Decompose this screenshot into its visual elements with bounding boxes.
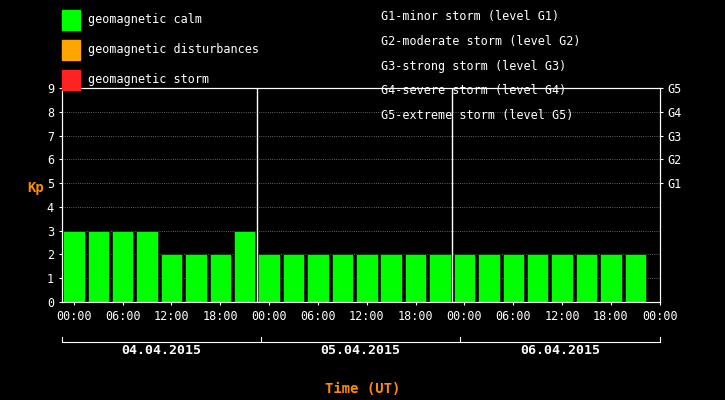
Bar [136,231,158,302]
Bar [356,254,378,302]
Bar [258,254,280,302]
Bar [478,254,500,302]
Bar [576,254,597,302]
Bar [381,254,402,302]
Text: Time (UT): Time (UT) [325,382,400,396]
Bar [429,254,451,302]
Bar [502,254,524,302]
Bar [454,254,475,302]
Text: 06.04.2015: 06.04.2015 [520,344,600,357]
Bar [63,231,85,302]
Bar [283,254,304,302]
Text: geomagnetic disturbances: geomagnetic disturbances [88,44,260,56]
Bar [600,254,621,302]
Bar [88,231,109,302]
Text: G3-strong storm (level G3): G3-strong storm (level G3) [381,60,566,73]
Bar [112,231,133,302]
Bar [527,254,548,302]
Text: 04.04.2015: 04.04.2015 [121,344,202,357]
Bar [161,254,182,302]
Y-axis label: Kp: Kp [28,181,44,195]
Bar [185,254,207,302]
Text: G2-moderate storm (level G2): G2-moderate storm (level G2) [381,35,580,48]
Text: G4-severe storm (level G4): G4-severe storm (level G4) [381,84,566,98]
Text: 05.04.2015: 05.04.2015 [320,344,401,357]
Bar [331,254,353,302]
Text: G1-minor storm (level G1): G1-minor storm (level G1) [381,10,559,23]
Bar [210,254,231,302]
Text: geomagnetic storm: geomagnetic storm [88,74,210,86]
Text: geomagnetic calm: geomagnetic calm [88,14,202,26]
Bar [234,231,255,302]
Bar [405,254,426,302]
Bar [625,254,646,302]
Bar [307,254,328,302]
Bar [551,254,573,302]
Text: G5-extreme storm (level G5): G5-extreme storm (level G5) [381,109,573,122]
